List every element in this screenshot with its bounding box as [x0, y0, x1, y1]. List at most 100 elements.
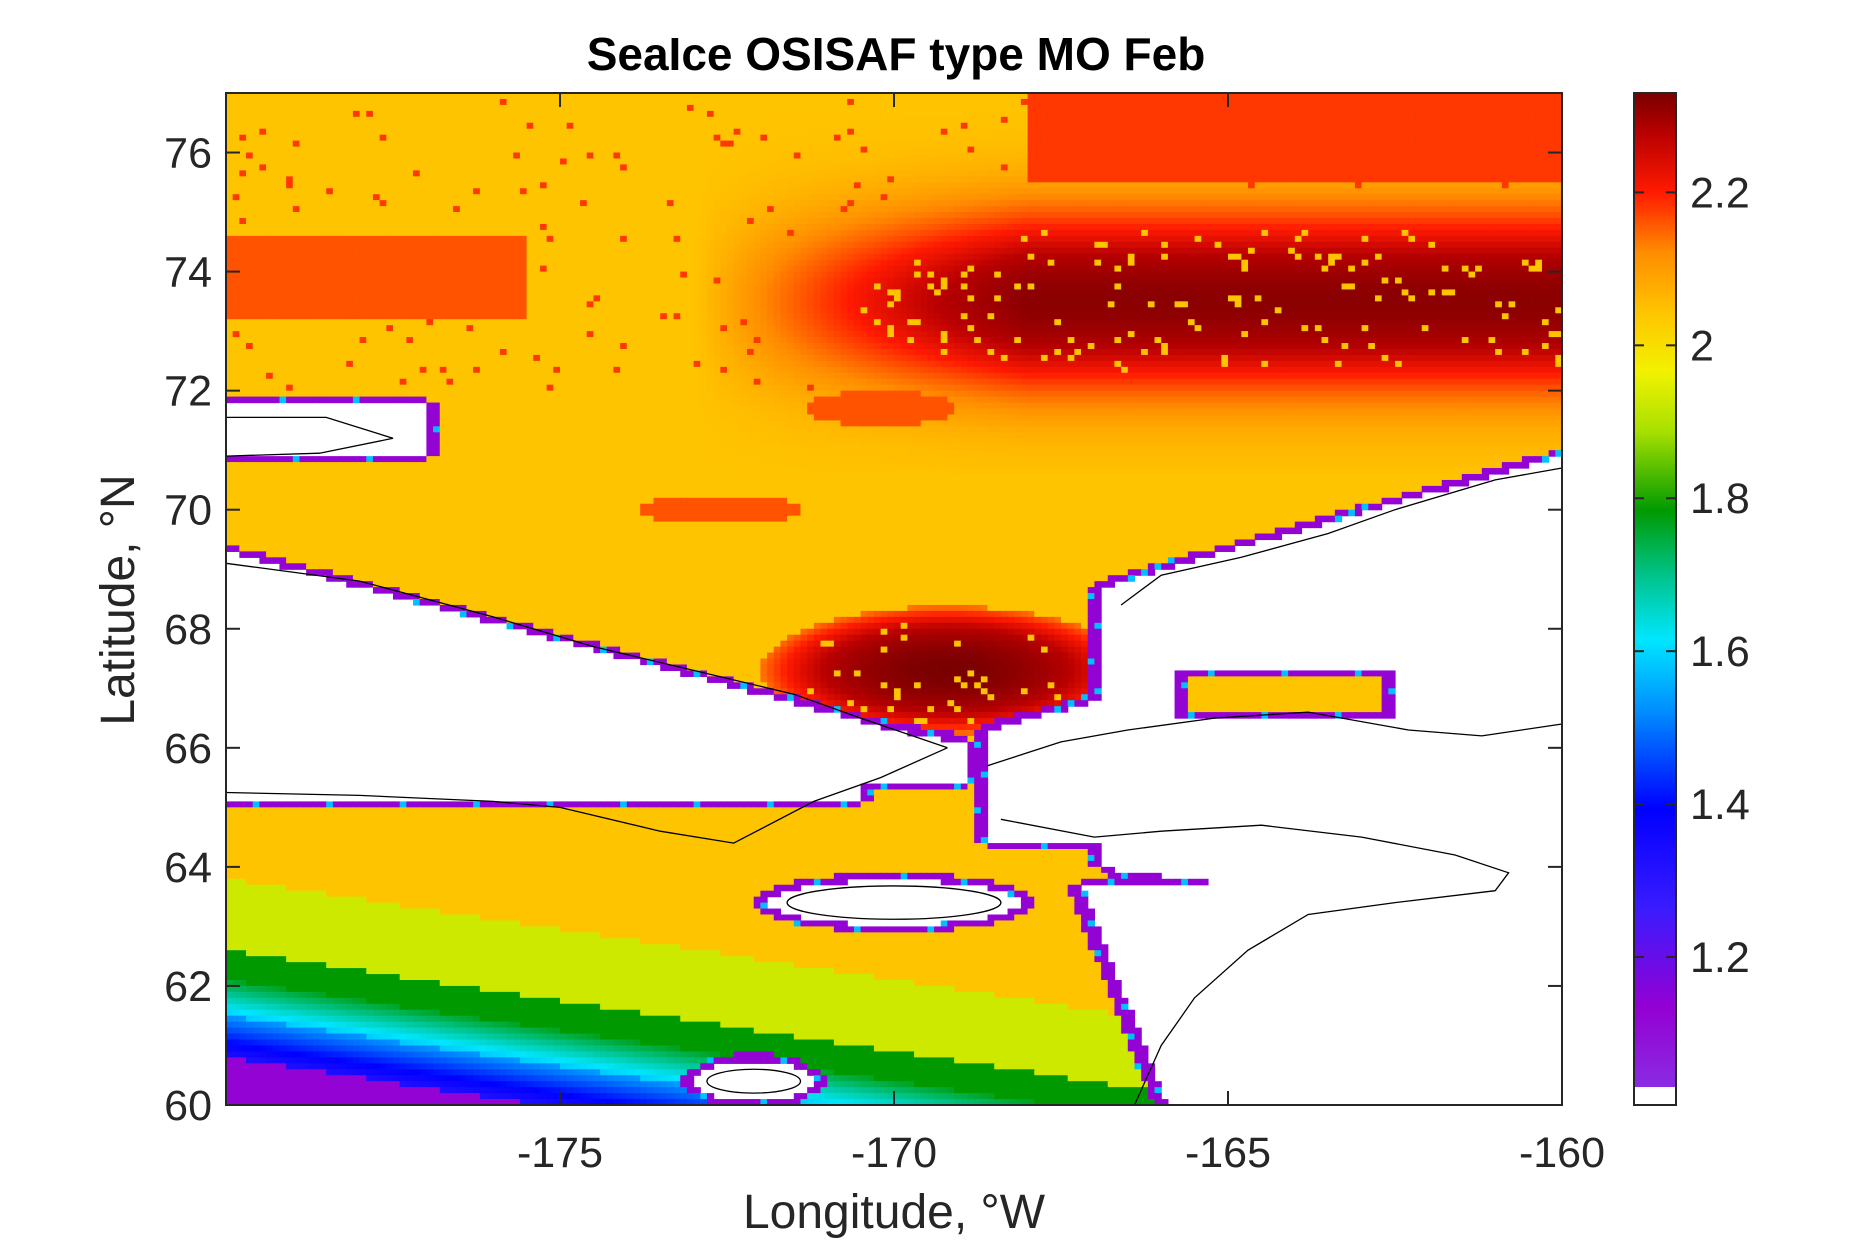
heat-cell — [326, 212, 334, 219]
heat-cell — [1174, 164, 1182, 171]
heat-cell — [686, 110, 695, 118]
heat-cell — [399, 218, 407, 225]
heat-cell — [1207, 146, 1216, 154]
heat-cell — [833, 140, 842, 148]
heat-cell — [433, 182, 441, 189]
heat-cell — [1114, 146, 1122, 154]
heat-cell — [433, 128, 441, 136]
heat-cell — [673, 158, 681, 166]
heat-cell — [352, 188, 361, 195]
heat-cell — [1187, 223, 1196, 231]
heat-cell — [793, 229, 802, 237]
heat-cell — [954, 140, 962, 148]
heat-cell — [419, 194, 427, 201]
heat-cell — [1314, 235, 1323, 243]
heat-cell — [246, 104, 254, 112]
heat-cell — [1294, 235, 1303, 243]
heat-cell — [546, 188, 554, 195]
heat-cell — [740, 229, 748, 237]
heat-cell — [800, 134, 808, 142]
heat-cell — [1541, 164, 1550, 171]
heat-cell — [459, 93, 468, 100]
heat-cell — [1401, 176, 1409, 183]
heat-cell — [1475, 93, 1483, 100]
heat-cell — [1374, 116, 1383, 124]
heat-cell — [606, 170, 615, 177]
heat-cell — [539, 122, 548, 130]
heat-cell — [459, 200, 468, 207]
heat-cell — [399, 116, 407, 124]
heat-cell — [853, 218, 862, 225]
heat-cell — [479, 188, 488, 195]
heat-cell — [860, 218, 868, 225]
heat-cell — [1221, 235, 1229, 243]
heat-cell — [747, 212, 755, 219]
heat-cell — [1488, 212, 1496, 219]
heat-cell — [1515, 158, 1523, 166]
heat-cell — [620, 200, 628, 207]
heat-cell — [1461, 182, 1470, 189]
heat-cell — [1094, 194, 1102, 201]
heat-cell — [860, 164, 868, 171]
heat-cell — [847, 164, 855, 171]
heat-cell — [860, 182, 868, 189]
heat-cell — [1034, 116, 1042, 124]
heat-cell — [1248, 194, 1256, 201]
heat-cell — [740, 98, 748, 106]
heat-cell — [1461, 128, 1470, 136]
heat-cell — [1401, 134, 1409, 142]
heat-cell — [907, 128, 915, 136]
heat-cell — [700, 104, 708, 112]
heat-cell — [1000, 223, 1009, 231]
heat-cell — [366, 206, 374, 213]
heat-cell — [693, 235, 701, 243]
heat-cell — [887, 158, 895, 166]
heat-cell — [1094, 200, 1102, 207]
heat-cell — [1261, 134, 1269, 142]
heat-cell — [1408, 212, 1416, 219]
heat-cell — [413, 104, 421, 112]
heat-cell — [747, 164, 755, 171]
heat-cell — [613, 116, 621, 124]
heat-cell — [426, 128, 434, 136]
heat-cell — [1455, 188, 1463, 195]
heat-cell — [1535, 170, 1543, 177]
heat-cell — [940, 164, 949, 171]
heat-cell — [673, 223, 681, 231]
heat-cell — [459, 104, 468, 112]
heat-cell — [1268, 104, 1276, 112]
heat-cell — [1161, 235, 1169, 243]
heat-cell — [1147, 152, 1156, 160]
heat-cell — [306, 212, 314, 219]
heat-cell — [1468, 176, 1476, 183]
heat-cell — [246, 93, 254, 100]
heat-cell — [1020, 223, 1029, 231]
heat-cell — [533, 194, 541, 201]
heat-cell — [466, 229, 474, 237]
heat-cell — [1328, 98, 1336, 106]
heat-cell — [319, 104, 327, 112]
heat-cell — [413, 128, 421, 136]
heat-cell — [479, 229, 488, 237]
heat-cell — [439, 93, 448, 100]
heat-cell — [519, 93, 528, 100]
heat-cell — [887, 134, 895, 142]
heat-cell — [1388, 164, 1396, 171]
heat-cell — [606, 93, 615, 100]
heat-cell — [1521, 235, 1530, 243]
heat-cell — [586, 170, 594, 177]
heat-cell — [1007, 128, 1015, 136]
heat-cell — [272, 140, 281, 148]
heat-cell — [1007, 146, 1015, 154]
heat-cell — [1087, 176, 1095, 183]
heat-cell — [473, 122, 481, 130]
heat-cell — [720, 194, 728, 201]
heat-cell — [1248, 218, 1256, 225]
heat-cell — [379, 158, 387, 166]
heat-cell — [519, 164, 528, 171]
heat-cell — [1261, 194, 1269, 201]
heat-cell — [366, 212, 374, 219]
heat-cell — [1081, 212, 1089, 219]
heat-cell — [593, 212, 601, 219]
heat-cell — [1027, 128, 1035, 136]
